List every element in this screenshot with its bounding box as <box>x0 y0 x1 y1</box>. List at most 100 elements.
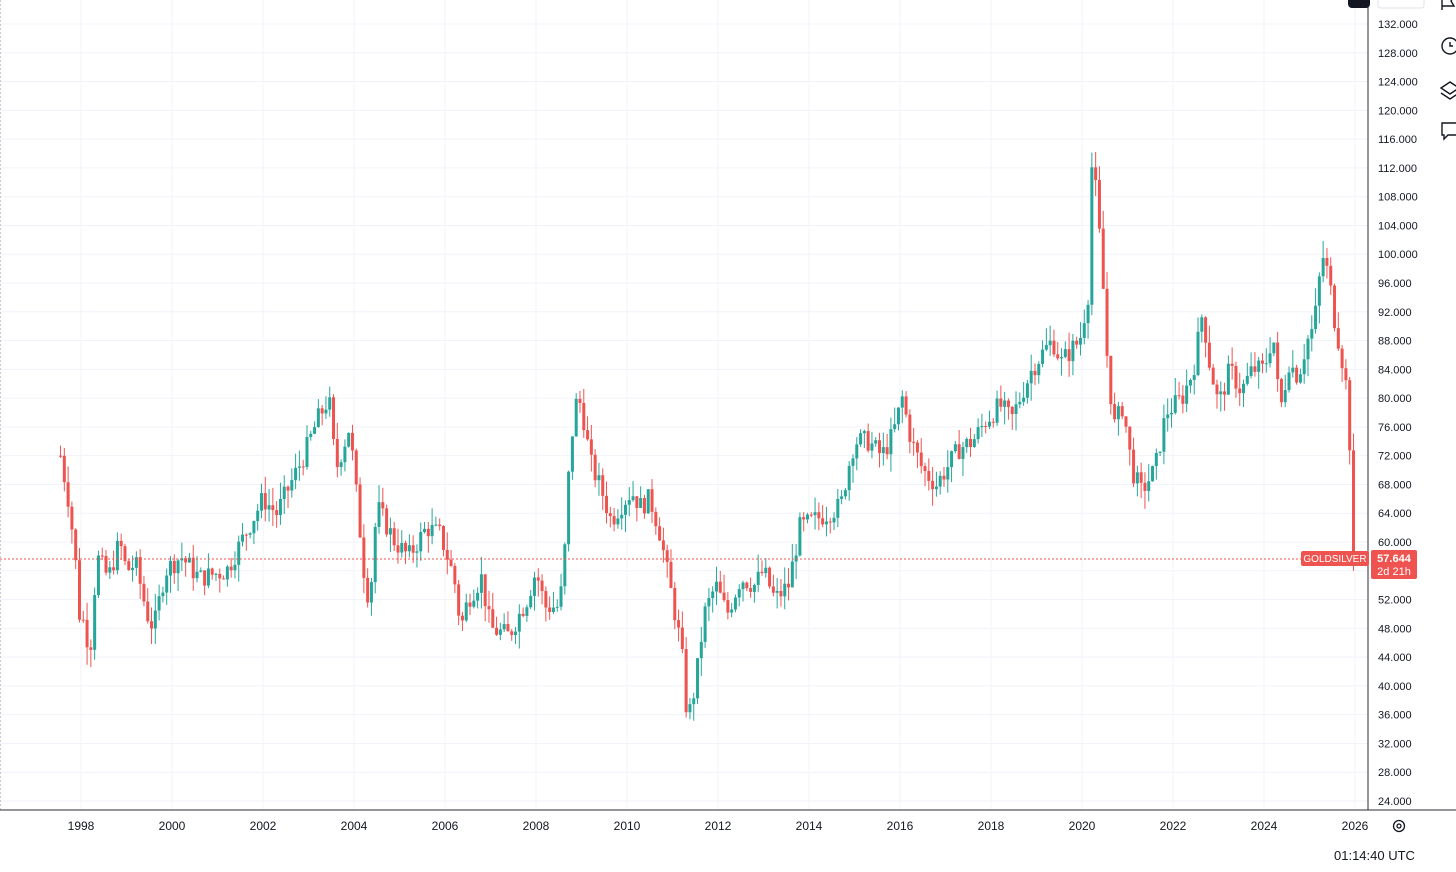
candle-body <box>972 439 976 448</box>
candle-body <box>423 528 427 532</box>
candle-body <box>81 619 85 621</box>
y-tick-label: 132.000 <box>1378 19 1418 31</box>
candle-body <box>718 581 722 593</box>
candle-body <box>438 524 442 527</box>
symbol-label: GOLDSILVER <box>1301 551 1369 566</box>
candle-body <box>457 584 461 616</box>
candle-body <box>411 545 415 553</box>
candle-body <box>1090 167 1094 305</box>
candle-body <box>214 573 218 575</box>
candle-body <box>495 627 499 635</box>
candle-body <box>328 397 332 410</box>
candle-body <box>1052 340 1056 355</box>
price-axis[interactable]: 132.000 128.000 124.000 120.000 116.000 112.0… <box>1378 19 1418 808</box>
candle-body <box>1344 368 1348 381</box>
x-tick-label: 2010 <box>614 819 641 833</box>
candle-body <box>593 454 597 481</box>
grid-lines <box>0 0 1368 810</box>
candle-body <box>172 560 176 574</box>
candle-body <box>176 560 180 574</box>
candle-body <box>59 455 63 457</box>
candle-body <box>187 557 191 563</box>
candle-body <box>874 440 878 444</box>
candle-body <box>1249 366 1253 376</box>
candle-body <box>96 555 100 596</box>
candle-body <box>999 398 1003 407</box>
alarm-icon[interactable] <box>1441 37 1456 55</box>
candle-body <box>1314 305 1318 330</box>
candle-body <box>726 600 730 613</box>
time-axis[interactable]: 1998 2000 2002 2004 2006 2008 2010 2012 2014 2016… <box>68 819 1369 833</box>
candle-body <box>847 465 851 491</box>
candle-body <box>582 402 586 431</box>
y-tick-label: 32.000 <box>1378 738 1412 750</box>
candle-body <box>741 582 745 590</box>
candle-body <box>1010 406 1014 415</box>
toolbar-field[interactable] <box>1377 0 1425 9</box>
candle-body <box>934 486 938 490</box>
candle-body <box>309 433 313 438</box>
candle-body <box>1044 345 1048 350</box>
candle-body <box>1245 375 1249 384</box>
candle-body <box>222 578 226 580</box>
candle-body <box>1181 395 1185 404</box>
candle-body <box>559 586 563 607</box>
candle-body <box>904 396 908 415</box>
candle-body <box>1287 372 1291 391</box>
candle-body <box>836 498 840 518</box>
candle-body <box>1071 340 1075 362</box>
candle-body <box>153 610 157 629</box>
candle-body <box>1154 452 1158 467</box>
chat-icon[interactable] <box>1441 122 1456 141</box>
candle-body <box>491 609 495 628</box>
countdown-value: 2d 21h <box>1377 566 1411 578</box>
candle-body <box>1116 406 1120 420</box>
candle-body <box>639 498 643 508</box>
candle-body <box>267 505 271 510</box>
candle-body <box>1014 404 1018 415</box>
candle-body <box>927 471 931 481</box>
candle-body <box>540 580 544 592</box>
utc-clock[interactable]: 01:14:40 UTC <box>1334 848 1415 863</box>
y-tick-label: 92.000 <box>1378 307 1412 319</box>
settings-icon[interactable] <box>1392 819 1406 833</box>
candle-body <box>965 438 969 448</box>
y-tick-label: 120.000 <box>1378 105 1418 117</box>
candle-body <box>650 489 654 512</box>
candle-body <box>123 546 127 562</box>
candle-body <box>119 540 123 547</box>
candle-body <box>476 592 480 601</box>
candle-body <box>316 408 320 428</box>
candle-body <box>1204 317 1208 343</box>
candle-body <box>654 511 658 527</box>
candle-body <box>237 541 241 565</box>
candle-body <box>881 447 885 454</box>
candle-body <box>1086 304 1090 324</box>
candle-body <box>574 398 578 437</box>
candle-body <box>1336 328 1340 349</box>
candle-body <box>707 598 711 607</box>
candle-body <box>980 425 984 428</box>
layers-icon[interactable] <box>1439 81 1456 100</box>
candle-body <box>942 475 946 480</box>
candle-body <box>987 421 991 427</box>
x-tick-label: 2006 <box>432 819 459 833</box>
candle-body <box>294 467 298 481</box>
candle-body <box>350 432 354 451</box>
candle-body <box>297 466 301 468</box>
candle-body <box>912 441 916 443</box>
toolbar-button[interactable] <box>1348 0 1370 8</box>
candle-body <box>555 606 559 608</box>
candle-body <box>635 496 639 508</box>
candle-body <box>460 615 464 621</box>
y-tick-label: 48.000 <box>1378 623 1412 635</box>
candle-body <box>908 414 912 442</box>
candle-body <box>1351 450 1355 559</box>
flag-icon[interactable] <box>1441 0 1456 10</box>
candle-body <box>532 577 536 596</box>
candle-body <box>1018 401 1022 405</box>
candle-body <box>1173 395 1177 413</box>
candle-body <box>1101 228 1105 289</box>
